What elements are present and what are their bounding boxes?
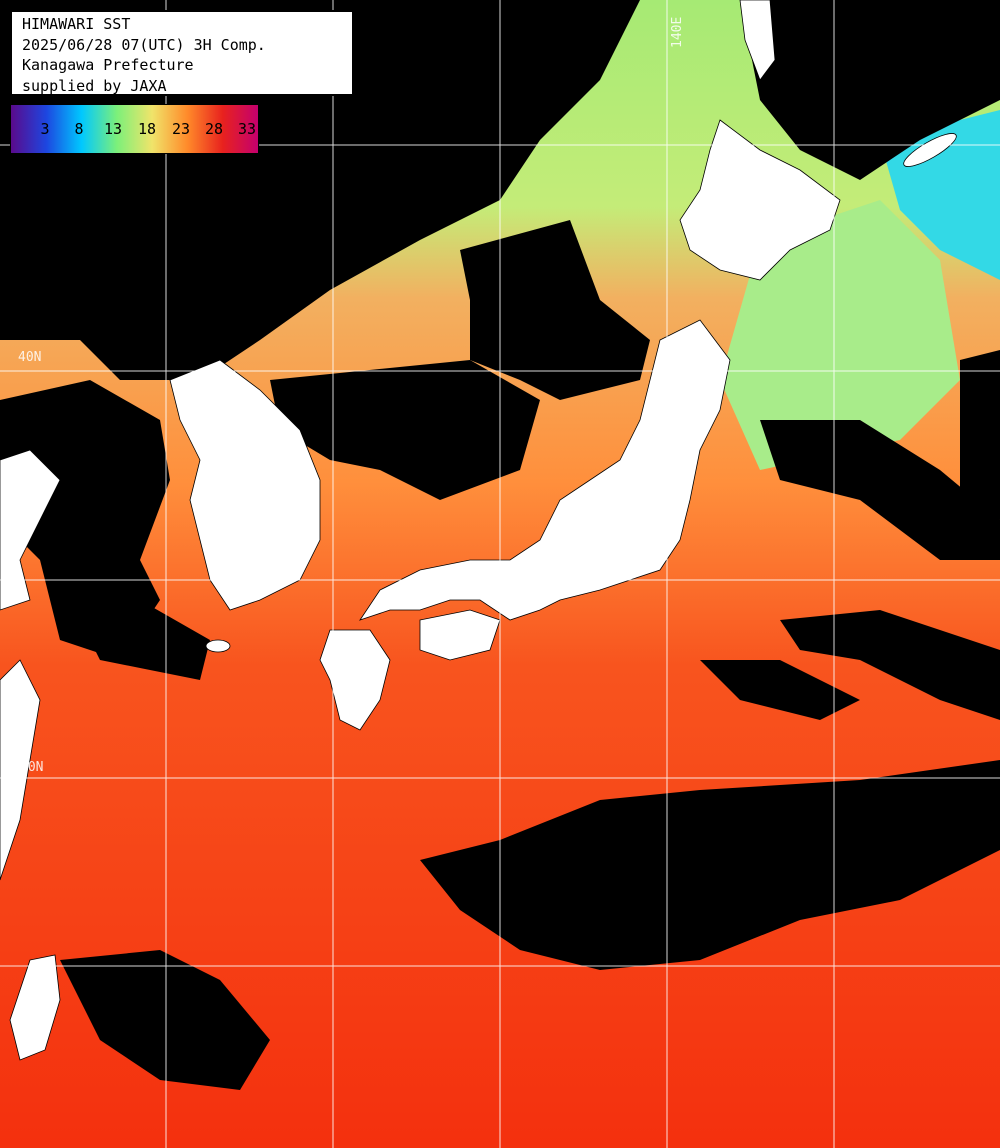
land-jeju <box>205 639 231 653</box>
legend-tick: 3 <box>40 120 50 138</box>
land-china-south <box>0 659 41 881</box>
land-honshu <box>359 319 731 621</box>
land-taiwan <box>9 954 61 1061</box>
title-box: HIMAWARI SST 2025/06/28 07(UTC) 3H Comp.… <box>10 10 354 96</box>
land-shikoku <box>419 609 501 661</box>
legend-tick: 33 <box>237 120 257 138</box>
land <box>0 0 957 1061</box>
land-kyushu <box>319 629 391 731</box>
legend-tick: 28 <box>204 120 224 138</box>
datetime-line: 2025/06/28 07(UTC) 3H Comp. <box>22 35 266 54</box>
land-china-coast <box>0 449 61 611</box>
credit-line: supplied by JAXA <box>22 76 167 95</box>
cold-water-northeast <box>880 110 1000 280</box>
region-line: Kanagawa Prefecture <box>22 56 194 74</box>
legend-tick: 13 <box>103 120 123 138</box>
latitude-label-30n: 30N <box>20 760 44 775</box>
legend-tick: 8 <box>74 120 84 138</box>
land-hokkaido <box>679 119 841 281</box>
latitude-label-40n: 40N <box>18 350 42 365</box>
legend-tick: 18 <box>137 120 157 138</box>
longitude-label: 140E <box>670 16 685 48</box>
cool-water-north-pacific <box>720 200 960 470</box>
title-line: HIMAWARI SST <box>22 15 131 33</box>
land-sakhalin <box>739 0 776 81</box>
color-scale-legend: 3 8 13 18 23 28 33 <box>10 104 259 154</box>
legend-tick: 23 <box>171 120 191 138</box>
land-korea <box>169 359 321 611</box>
land-kuril <box>903 133 957 167</box>
